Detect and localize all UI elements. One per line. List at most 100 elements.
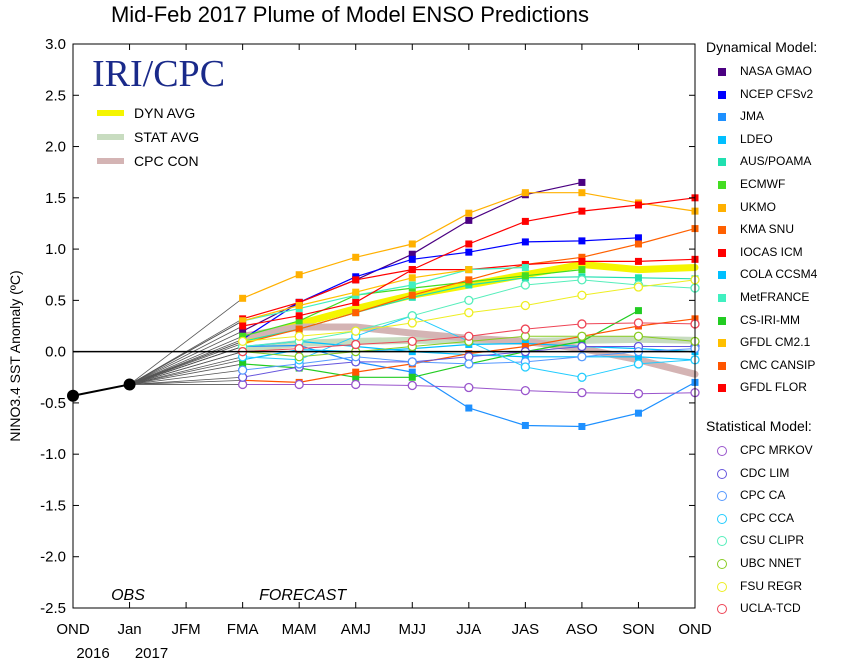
model-point [634,240,642,248]
model-point [465,248,473,256]
model-point [578,422,586,430]
model-point [521,272,529,280]
model-point [464,382,474,393]
model-point [237,365,248,375]
legend-label: GFDL CM2.1 [740,335,811,350]
model-point [239,332,247,340]
forecast-annotation: FORECAST [259,587,347,604]
avg-legend-label: DYN AVG [134,105,195,121]
chart-title: Mid-Feb 2017 Plume of Model ENSO Predict… [110,2,590,27]
model-point [239,322,247,330]
connector-line [129,341,243,385]
legend-square-marker [718,226,726,235]
y-tick-label: -2.5 [40,600,66,617]
model-point [633,318,644,328]
model-line [242,266,526,322]
obs-annotation: OBS [111,587,145,604]
model-point [352,276,360,284]
model-point [577,290,587,300]
model-point [578,178,586,186]
legend-square-marker [718,181,726,189]
model-point [521,238,529,246]
model-point [578,266,586,274]
average-legend: DYN AVG STAT AVG CPC CON [97,105,199,169]
model-point [633,359,644,369]
legend-square-marker [718,68,726,76]
y-tick-label: -1.0 [40,446,66,463]
model-point [634,409,642,417]
legend-label: GFDL FLOR [740,380,807,395]
y-tick-label: -1.5 [40,497,66,514]
model-point [521,217,529,225]
legend-square-marker [718,203,726,212]
model-point [634,274,642,282]
legend-circle-marker [717,604,727,615]
legend-label: CSU CLIPR [740,533,805,548]
model-point [408,255,416,263]
model-point [352,288,360,296]
model-point [520,300,531,311]
legend-label: CPC CA [740,488,786,503]
connector-line [129,351,243,385]
connector-line [129,376,243,385]
legend-label: LDEO [740,131,773,146]
model-point [407,357,417,367]
x-tick-label: SON [622,621,655,638]
observed-point [123,378,136,391]
model-point [407,380,417,391]
connector-lines [129,297,243,385]
model-point [237,336,248,347]
model-point [294,379,304,390]
legend-label: UBC NNET [740,556,802,570]
model-point [407,336,417,347]
legend-square-marker [718,248,726,257]
y-tick-label: 0.5 [45,292,66,309]
model-point [352,298,360,306]
model-point [408,368,416,376]
model-point [464,295,474,306]
model-point [239,360,247,368]
model-point [578,337,586,345]
legend-square-marker [718,158,726,167]
model-point [521,353,529,361]
model-point [633,331,644,341]
model-point [578,257,586,265]
model-point [634,201,642,209]
model-point [408,266,416,274]
axis-text: 3.0 2.5 2.0 1.5 1.0 0.5 0.0 -0.5 -1.0 -1.5 -2.0 -2.… [7,36,712,662]
observed-line [72,383,130,397]
plot-frame [72,43,696,609]
model-point [464,308,474,318]
legend-label: MetFRANCE [740,290,810,304]
model-point [351,326,361,336]
avg-legend-label: STAT AVG [134,129,199,145]
model-point [465,276,473,284]
avg-legend-label: CPC CON [134,153,199,169]
legend-label: FSU REGR [740,578,803,593]
model-point [408,291,416,299]
model-point [578,253,586,261]
legend-label: CPC MRKOV [740,443,813,457]
connector-line [129,369,243,385]
connector-line [129,356,243,385]
legend-label: NCEP CFSv2 [740,86,814,101]
legend-label: COLA CCSM4 [740,267,818,282]
model-point [634,353,642,361]
model-point [351,379,361,390]
legend-label: CS-IRI-MM [740,312,800,327]
model-point [239,294,247,302]
model-point [295,317,303,325]
statistical-legend-heading: Statistical Model: [706,418,812,434]
model-point [295,301,303,309]
x-tick-label: JAS [512,621,540,638]
model-point [407,318,417,328]
model-point [239,327,247,335]
observed-point [67,389,79,402]
model-point [464,331,474,341]
model-point [520,362,531,372]
model-point [577,352,587,362]
x-tick-label: Jan [117,621,141,638]
x-tick-label: ASO [566,621,598,638]
y-tick-label: 2.0 [45,139,66,156]
